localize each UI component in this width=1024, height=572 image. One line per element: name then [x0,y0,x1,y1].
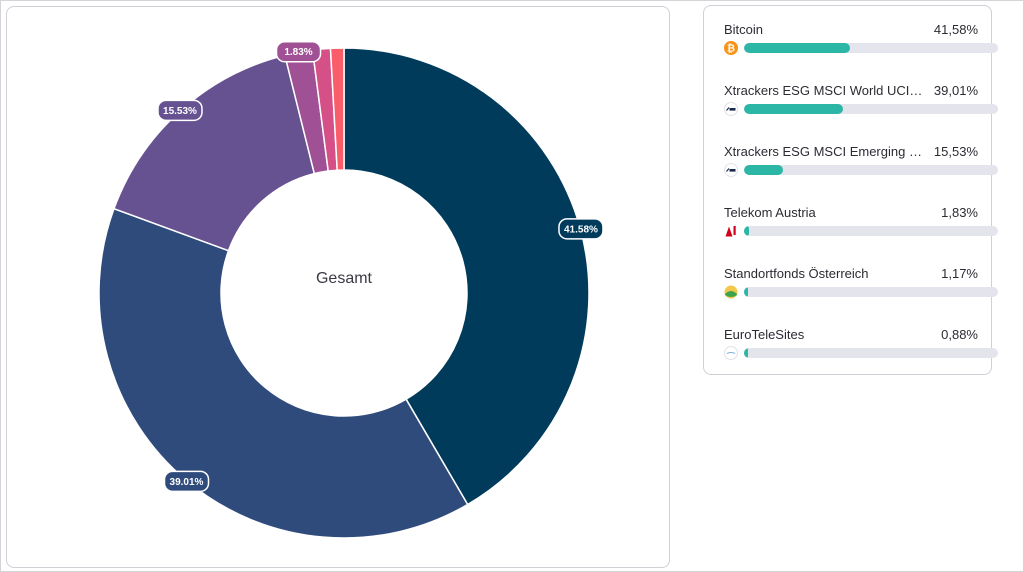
slice-label-text: 41.58% [564,224,598,235]
slice-label: 41.58% [558,218,604,240]
slice-labels: 41.58% 39.01% 15.53% 1.83% [157,40,604,493]
holding-name: EuroTeleSites [724,327,805,342]
slice-label-badge [163,470,210,493]
holding-percent: 39,01% [933,83,978,98]
a1-icon [724,224,738,238]
holding-percent: 15,53% [933,144,978,159]
eurotelesites-icon [724,346,738,360]
progress-track [744,226,998,236]
legend-item-xtrackers-world[interactable]: Xtrackers ESG MSCI World UCITS ETF ... 3… [724,83,998,123]
holding-percent: 0,88% [941,327,978,342]
allocation-chart-card: Gesamt 41.58% 39.01% 15.53% 1.83% [6,6,670,568]
slice-label-text: 1.83% [284,47,312,58]
dws-icon [724,163,738,177]
standortfonds-icon [724,285,738,299]
legend-item-eurotelesites[interactable]: EuroTeleSites 0,88% [724,327,998,367]
holding-name: Telekom Austria [724,205,816,220]
holding-name: Bitcoin [724,22,764,37]
progress-track [744,43,998,53]
legend-item-standortfonds[interactable]: Standortfonds Österreich 1,17% [724,266,998,306]
slice-label: 39.01% [163,470,210,493]
pie-slice-xtrackers-esg-msci-emerging-markets[interactable] [112,54,316,252]
slice-label-badge [157,99,203,122]
pie-slice-xtrackers-esg-msci-world-ucits-etf[interactable] [98,207,469,539]
dws-icon [724,102,738,116]
progress-fill [744,104,844,114]
holding-percent: 1,83% [941,205,978,220]
progress-fill [744,226,749,236]
progress-fill [744,348,749,358]
progress-track [744,104,998,114]
center-label: Gesamt [316,270,373,287]
slice-label-text: 39.01% [170,477,204,488]
pie-slice-eurotelesites[interactable] [329,47,345,171]
holding-name: Standortfonds Österreich [724,266,869,281]
bitcoin-icon: ₿ [724,41,738,55]
progress-fill [744,165,784,175]
legend-item-xtrackers-emerging[interactable]: Xtrackers ESG MSCI Emerging Markets... 1… [724,144,998,184]
slice-label-badge [275,40,322,63]
progress-fill [744,287,749,297]
legend-item-bitcoin[interactable]: Bitcoin 41,58% ₿ [724,22,998,62]
holding-name: Xtrackers ESG MSCI Emerging Markets... [724,144,924,159]
progress-track [744,287,998,297]
progress-track [744,165,998,175]
slice-label-text: 15.53% [163,106,197,117]
slice-label: 1.83% [275,40,322,63]
slice-label-badge [558,218,604,240]
holding-name: Xtrackers ESG MSCI World UCITS ETF ... [724,83,924,98]
holding-percent: 1,17% [941,266,978,281]
progress-fill [744,43,850,53]
legend-item-telekom-austria[interactable]: Telekom Austria 1,83% [724,205,998,245]
pie-slice-bitcoin[interactable] [343,47,590,506]
holding-percent: 41,58% [933,22,978,37]
holdings-legend: Bitcoin 41,58% ₿ Xtrackers ESG MSCI Worl… [703,5,998,375]
slice-label: 15.53% [157,99,203,122]
progress-track [744,348,998,358]
donut-chart: Gesamt 41.58% 39.01% 15.53% 1.83% [98,40,604,539]
svg-text:₿: ₿ [727,43,735,55]
